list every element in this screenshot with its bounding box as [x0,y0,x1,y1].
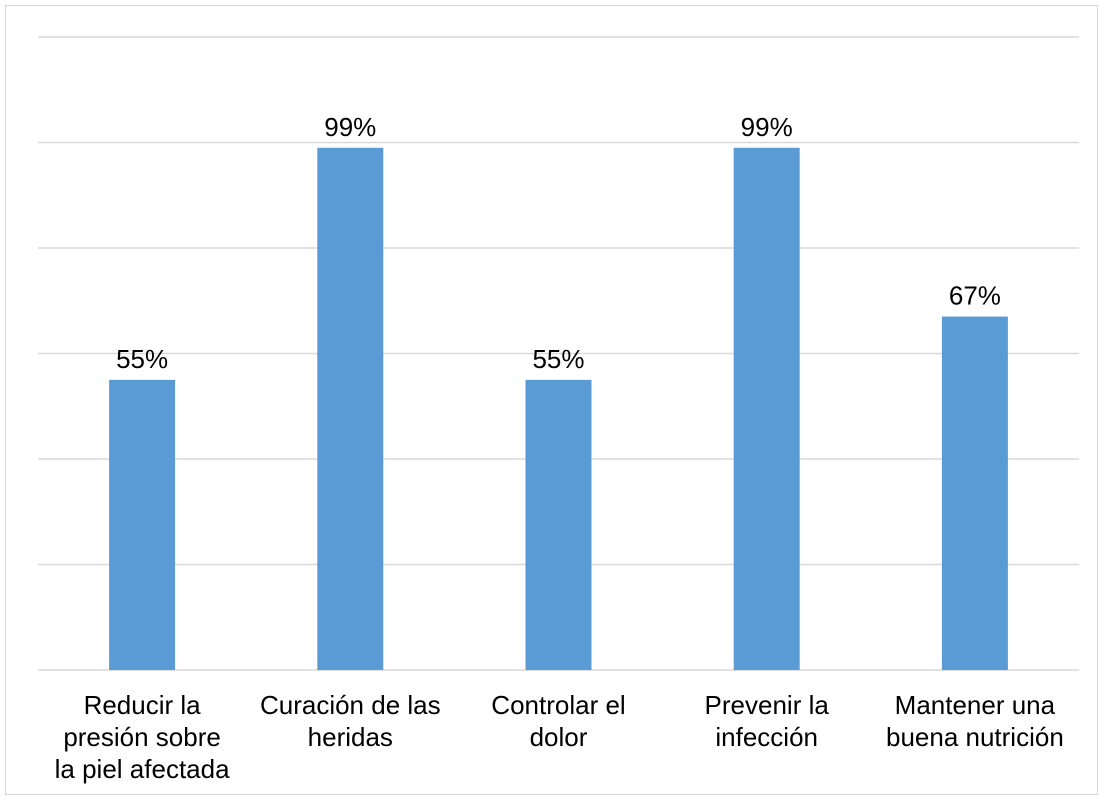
bar [317,147,384,670]
x-axis-category-label: Mantener una buena nutrición [870,689,1080,753]
category-label-line: Mantener una [894,690,1056,720]
category-label-line: heridas [307,722,393,752]
x-axis-category-label: Reducir la presión sobre la piel afectada [37,689,247,785]
category-label-line: presión sobre [63,722,221,752]
category-label-line: dolor [529,722,588,752]
bar-value-label: 99% [741,112,793,142]
bar-value-label: 67% [949,281,1001,311]
x-axis-category-label: Prevenir la infección [662,689,872,753]
category-label-line: Curación de las [259,690,441,720]
bar [525,379,592,670]
bar-value-label: 55% [116,344,168,374]
x-axis-category-label: Curación de las heridas [245,689,455,753]
bar-value-label: 99% [324,112,376,142]
category-label-line: la piel afectada [54,754,230,784]
bar [109,379,176,670]
category-label-line: Reducir la [83,690,201,720]
category-label-line: Controlar el [491,690,626,720]
category-label-line: infección [715,722,818,752]
bar-value-label: 55% [532,344,584,374]
category-label-line: Prevenir la [704,690,829,720]
bar [941,316,1008,670]
category-label-line: buena nutrición [885,722,1064,752]
bar [733,147,800,670]
x-axis-category-label: Controlar el dolor [454,689,664,753]
